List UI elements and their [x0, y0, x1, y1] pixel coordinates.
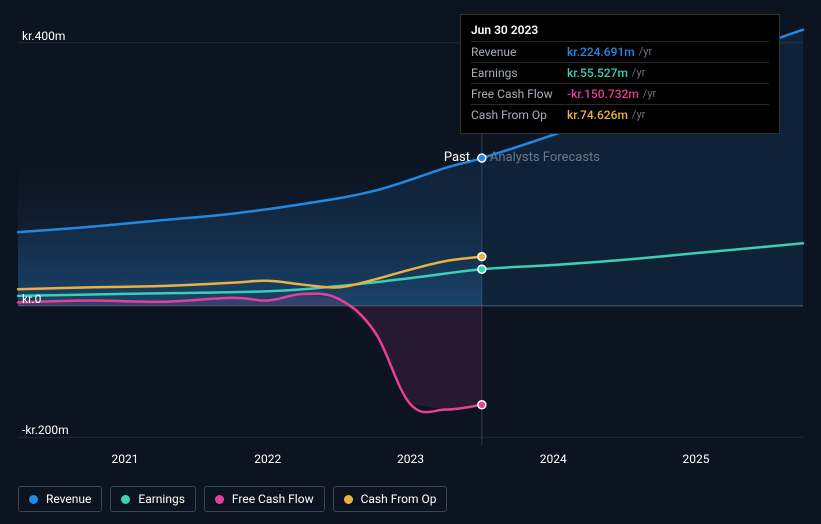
legend-swatch-icon — [121, 495, 130, 504]
legend-swatch-icon — [344, 495, 353, 504]
tooltip-row-value: kr.224.691m — [567, 45, 635, 59]
legend-item-label: Cash From Op — [361, 492, 437, 506]
y-tick-label: kr.0 — [22, 292, 41, 306]
tooltip-row-value: kr.55.527m — [567, 66, 628, 80]
tooltip-row-unit: /yr — [632, 66, 645, 80]
legend-item-label: Free Cash Flow — [232, 492, 314, 506]
x-tick-label: 2021 — [112, 452, 139, 466]
tooltip-row-label: Free Cash Flow — [471, 87, 567, 101]
tooltip-row-value: -kr.150.732m — [567, 87, 639, 101]
y-tick-label: kr.400m — [22, 29, 65, 43]
legend-item[interactable]: Cash From Op — [333, 486, 448, 512]
tooltip-row-unit: /yr — [643, 87, 656, 101]
chart-legend: Revenue Earnings Free Cash Flow Cash From O… — [18, 486, 447, 512]
tooltip-row-label: Earnings — [471, 66, 567, 80]
tooltip-row-unit: /yr — [639, 45, 652, 59]
tooltip-row: Revenuekr.224.691m/yr — [471, 41, 769, 62]
legend-item[interactable]: Earnings — [110, 486, 196, 512]
legend-item-label: Earnings — [138, 492, 185, 506]
legend-item[interactable]: Revenue — [18, 486, 102, 512]
x-tick-label: 2025 — [682, 452, 709, 466]
tooltip-row-unit: /yr — [632, 108, 645, 122]
legend-swatch-icon — [215, 495, 224, 504]
x-tick-label: 2023 — [397, 452, 424, 466]
region-label-forecast: Analysts Forecasts — [490, 150, 600, 165]
y-tick-label: -kr.200m — [22, 423, 69, 437]
x-tick-label: 2022 — [254, 452, 281, 466]
legend-item[interactable]: Free Cash Flow — [204, 486, 325, 512]
tooltip-row-value: kr.74.626m — [567, 108, 628, 122]
legend-swatch-icon — [29, 495, 38, 504]
tooltip-row-label: Revenue — [471, 45, 567, 59]
tooltip-row: Earningskr.55.527m/yr — [471, 62, 769, 83]
tooltip-row: Cash From Opkr.74.626m/yr — [471, 104, 769, 125]
tooltip-row: Free Cash Flow-kr.150.732m/yr — [471, 83, 769, 104]
chart-tooltip: Jun 30 2023 Revenuekr.224.691m/yrEarning… — [460, 14, 780, 134]
x-tick-label: 2024 — [540, 452, 567, 466]
legend-item-label: Revenue — [46, 492, 91, 506]
region-label-past: Past — [444, 150, 470, 165]
financials-chart: kr.400m kr.0 -kr.200m 2021 2022 2023 2024 2025… — [0, 0, 821, 524]
tooltip-title: Jun 30 2023 — [471, 23, 769, 37]
tooltip-row-label: Cash From Op — [471, 108, 567, 122]
